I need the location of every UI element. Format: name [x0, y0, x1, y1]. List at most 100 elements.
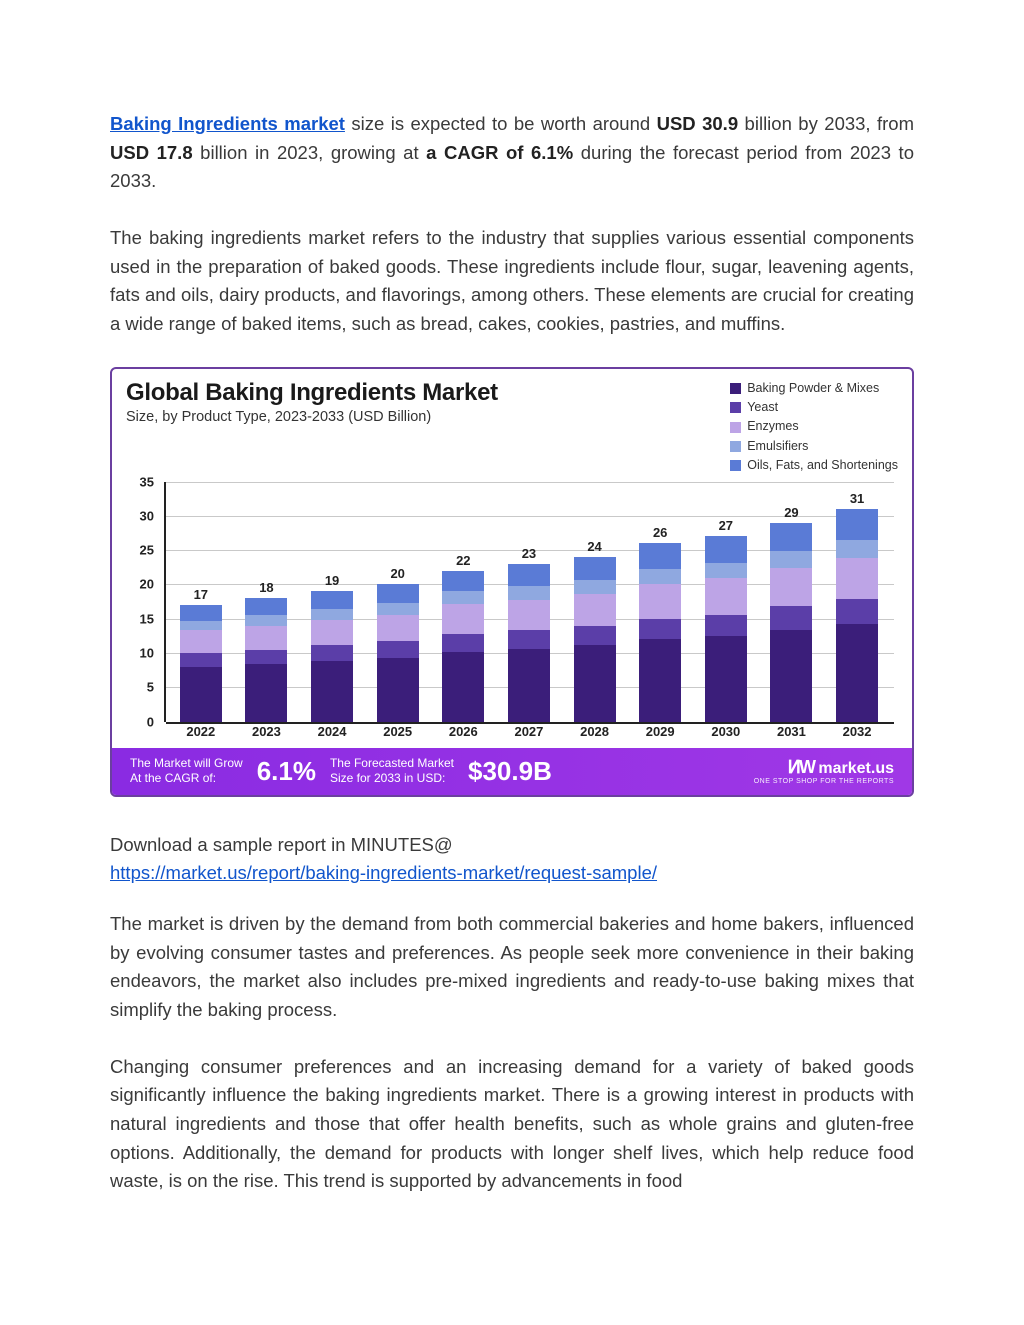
bar-segment: [311, 661, 353, 722]
bar-column: 24: [574, 557, 616, 722]
bar-column: 17: [180, 605, 222, 722]
bar-total-label: 31: [836, 491, 878, 506]
bar-stack: [245, 598, 287, 721]
chart-footer: The Market will Grow At the CAGR of: 6.1…: [112, 748, 912, 795]
bar-total-label: 19: [311, 573, 353, 588]
bar-segment: [574, 645, 616, 721]
bar-stack: [180, 605, 222, 722]
legend-item: Yeast: [730, 398, 898, 417]
x-tick-label: 2029: [639, 724, 681, 748]
logo-subtext: ONE STOP SHOP FOR THE REPORTS: [754, 778, 894, 785]
bar-column: 31: [836, 509, 878, 722]
bar-column: 19: [311, 591, 353, 721]
bar-segment: [311, 620, 353, 645]
size-value: $30.9B: [468, 756, 552, 787]
bar-segment: [508, 649, 550, 722]
bar-segment: [245, 626, 287, 650]
bar-segment: [836, 540, 878, 558]
legend-item: Baking Powder & Mixes: [730, 379, 898, 398]
bar-segment: [245, 650, 287, 664]
y-tick: 15: [140, 611, 154, 626]
legend-item: Emulsifiers: [730, 437, 898, 456]
chart-plot-area: 05101520253035 1718192022232426272931 20…: [126, 478, 894, 748]
chart-legend: Baking Powder & MixesYeastEnzymesEmulsif…: [730, 379, 898, 476]
bar-stack: [705, 536, 747, 721]
bar-stack: [442, 571, 484, 722]
cagr-label-1: The Market will Grow: [130, 756, 243, 771]
bar-segment: [442, 571, 484, 592]
bar-segment: [180, 653, 222, 667]
y-tick: 0: [147, 714, 154, 729]
bar-segment: [180, 630, 222, 653]
drivers-paragraph: The market is driven by the demand from …: [110, 910, 914, 1025]
bar-stack: [574, 557, 616, 722]
bar-segment: [245, 615, 287, 625]
bar-segment: [705, 563, 747, 579]
x-tick-label: 2032: [836, 724, 878, 748]
bar-stack: [836, 509, 878, 722]
intro-text-2: billion by 2033, from: [738, 113, 914, 134]
legend-label: Baking Powder & Mixes: [747, 379, 879, 398]
bar-segment: [574, 557, 616, 580]
x-tick-label: 2022: [180, 724, 222, 748]
bar-stack: [770, 523, 812, 722]
bar-segment: [639, 584, 681, 619]
bar-segment: [639, 543, 681, 568]
x-tick-label: 2030: [705, 724, 747, 748]
bar-column: 18: [245, 598, 287, 721]
market-link[interactable]: Baking Ingredients market: [110, 113, 345, 134]
bar-segment: [705, 636, 747, 722]
bar-segment: [442, 652, 484, 722]
bar-total-label: 26: [639, 525, 681, 540]
cagr-value: 6.1%: [257, 756, 316, 787]
x-tick-label: 2023: [245, 724, 287, 748]
bar-column: 29: [770, 523, 812, 722]
intro-bold-2: USD 17.8: [110, 142, 193, 163]
bar-segment: [770, 523, 812, 551]
size-label-2: Size for 2033 in USD:: [330, 771, 454, 786]
y-tick: 25: [140, 543, 154, 558]
bar-segment: [442, 591, 484, 604]
x-tick-label: 2028: [574, 724, 616, 748]
bar-segment: [180, 667, 222, 722]
bar-segment: [245, 598, 287, 615]
legend-swatch: [730, 383, 741, 394]
y-tick: 20: [140, 577, 154, 592]
intro-paragraph: Baking Ingredients market size is expect…: [110, 110, 914, 196]
intro-bold-3: a CAGR of 6.1%: [426, 142, 573, 163]
x-tick-label: 2027: [508, 724, 550, 748]
bar-segment: [245, 664, 287, 722]
legend-swatch: [730, 441, 741, 452]
x-tick-label: 2031: [770, 724, 812, 748]
bar-stack: [377, 584, 419, 721]
y-tick: 35: [140, 474, 154, 489]
bar-segment: [639, 619, 681, 640]
brand-logo: ⵍW market.us ONE STOP SHOP FOR THE REPOR…: [754, 757, 894, 785]
bar-segment: [377, 584, 419, 603]
bar-segment: [508, 630, 550, 649]
bar-segment: [311, 591, 353, 609]
y-tick: 5: [147, 680, 154, 695]
bar-group: 1718192022232426272931: [164, 482, 894, 722]
cagr-label-2: At the CAGR of:: [130, 771, 243, 786]
chart-title: Global Baking Ingredients Market: [126, 379, 730, 407]
legend-swatch: [730, 402, 741, 413]
x-axis-labels: 2022202320242025202620272028202920302031…: [164, 724, 894, 748]
bar-segment: [705, 615, 747, 636]
bar-segment: [574, 594, 616, 626]
bar-stack: [311, 591, 353, 721]
bar-stack: [639, 543, 681, 721]
bar-segment: [508, 564, 550, 586]
bar-segment: [836, 509, 878, 540]
bar-segment: [311, 609, 353, 620]
market-chart: Global Baking Ingredients Market Size, b…: [110, 367, 914, 797]
bar-total-label: 24: [574, 539, 616, 554]
bar-segment: [770, 630, 812, 722]
bar-total-label: 17: [180, 587, 222, 602]
bar-segment: [508, 586, 550, 600]
intro-text-1: size is expected to be worth around: [345, 113, 657, 134]
download-link[interactable]: https://market.us/report/baking-ingredie…: [110, 862, 657, 883]
bar-segment: [639, 639, 681, 721]
bar-segment: [377, 615, 419, 642]
bar-segment: [574, 626, 616, 645]
